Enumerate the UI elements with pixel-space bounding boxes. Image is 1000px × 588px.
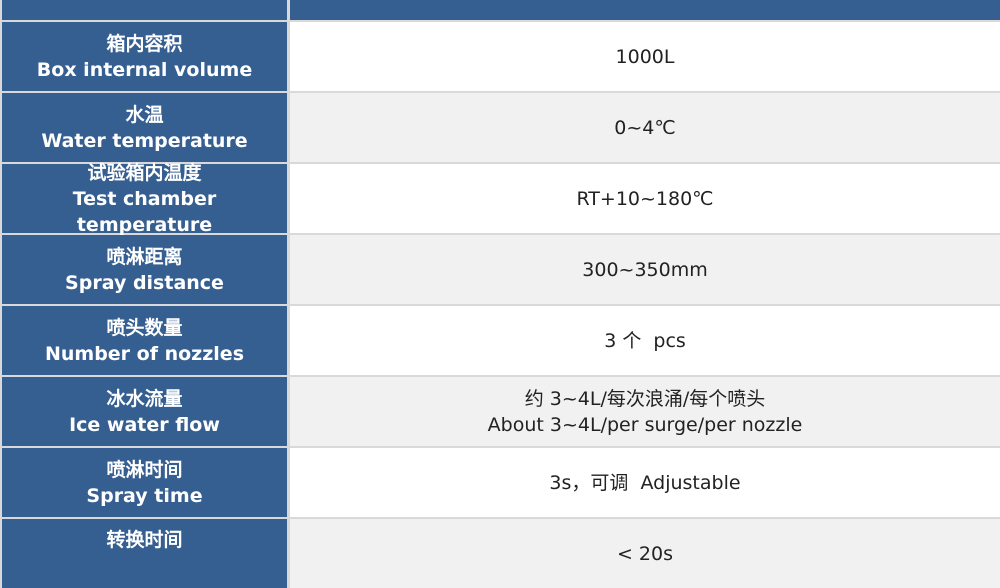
- label-cn: 水温: [125, 103, 164, 126]
- table-row: 转换时间 < 20s: [0, 519, 1000, 588]
- row-label: 喷头数量 Number of nozzles: [2, 306, 287, 375]
- label-cn: 喷头数量: [106, 316, 183, 339]
- row-label: 喷淋距离 Spray distance: [2, 235, 287, 304]
- row-label: 水温 Water temperature: [2, 93, 287, 162]
- header-label: model: [2, 0, 287, 20]
- row-label: 试验箱内温度 Test chamber temperature: [2, 162, 287, 236]
- value-text: 3 个 pcs: [604, 329, 686, 352]
- value-text: RT+10~180℃: [576, 187, 714, 210]
- row-label: 喷淋时间 Spray time: [2, 448, 287, 517]
- label-en: Ice water flow: [69, 413, 220, 436]
- row-value: 约 3~4L/每次浪涌/每个喷头 About 3~4L/per surge/per…: [290, 377, 1000, 446]
- table-row: 喷头数量 Number of nozzles 3 个 pcs: [0, 306, 1000, 375]
- table-row: 箱内容积 Box internal volume 1000L: [0, 22, 1000, 91]
- row-label: 冰水流量 Ice water flow: [2, 377, 287, 446]
- label-cn: 冰水流量: [106, 387, 183, 410]
- row-value: 300~350mm: [290, 235, 1000, 304]
- value-text: About 3~4L/per surge/per nozzle: [487, 413, 803, 436]
- row-value: RT+10~180℃: [290, 164, 1000, 233]
- label-cn: 试验箱内温度: [87, 161, 202, 184]
- table-row: 喷淋距离 Spray distance 300~350mm: [0, 235, 1000, 304]
- row-value: 0~4℃: [290, 93, 1000, 162]
- value-text: 约 3~4L/每次浪涌/每个喷头: [524, 387, 766, 410]
- header-value: [290, 0, 1000, 20]
- label-en: Box internal volume: [36, 58, 253, 81]
- table-header-row: model: [0, 0, 1000, 20]
- value-text: 300~350mm: [582, 258, 708, 281]
- value-text: 0~4℃: [614, 116, 676, 139]
- row-label: 转换时间: [2, 519, 287, 588]
- row-value: < 20s: [290, 519, 1000, 588]
- label-en: Spray distance: [65, 271, 224, 294]
- label-cn: 箱内容积: [106, 32, 183, 55]
- table-row: 喷淋时间 Spray time 3s，可调 Adjustable: [0, 448, 1000, 517]
- table-row: 冰水流量 Ice water flow 约 3~4L/每次浪涌/每个喷头 About…: [0, 377, 1000, 446]
- label-en: Test chamber temperature: [72, 187, 217, 236]
- table-row: 水温 Water temperature 0~4℃: [0, 93, 1000, 162]
- label-en: Water temperature: [41, 129, 248, 152]
- row-value: 3s，可调 Adjustable: [290, 448, 1000, 517]
- label-cn: 喷淋时间: [106, 458, 183, 481]
- value-text: < 20s: [616, 543, 674, 565]
- label-en: Spray time: [86, 484, 203, 507]
- table-row: 试验箱内温度 Test chamber temperature RT+10~180…: [0, 162, 1000, 236]
- value-text: 1000L: [615, 45, 675, 68]
- row-value: 3 个 pcs: [290, 306, 1000, 375]
- label-cn: 喷淋距离: [106, 245, 183, 268]
- label-en: Number of nozzles: [44, 342, 245, 365]
- value-text: 3s，可调 Adjustable: [549, 471, 741, 494]
- row-label: 箱内容积 Box internal volume: [2, 22, 287, 91]
- row-value: 1000L: [290, 22, 1000, 91]
- label-cn: 转换时间: [106, 529, 183, 551]
